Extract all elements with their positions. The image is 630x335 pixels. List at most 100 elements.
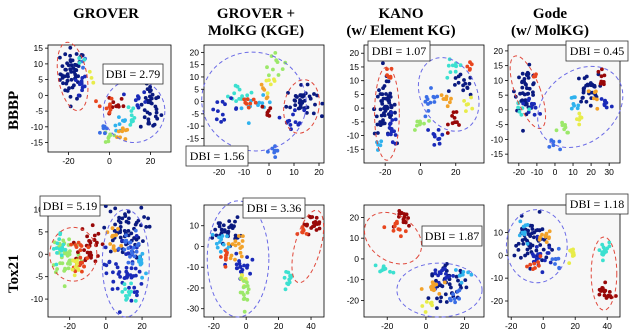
y-tick-label: 15 <box>34 43 44 53</box>
data-point <box>110 226 115 231</box>
x-tick-label: 30 <box>604 167 614 177</box>
data-point <box>444 300 449 304</box>
data-point <box>598 81 603 86</box>
data-point <box>577 76 581 81</box>
y-tick-label: -15 <box>347 144 360 154</box>
data-point <box>375 94 380 99</box>
data-point <box>145 110 150 115</box>
data-point <box>215 100 220 104</box>
data-point <box>443 292 448 297</box>
data-point <box>311 111 316 116</box>
data-point <box>140 251 145 256</box>
data-point <box>113 222 117 227</box>
data-point <box>384 79 389 84</box>
data-point <box>120 216 125 221</box>
data-point <box>142 90 147 95</box>
data-point <box>537 237 542 242</box>
data-point <box>517 109 522 114</box>
data-point <box>260 104 265 109</box>
data-point <box>239 273 244 277</box>
data-point <box>117 122 122 126</box>
data-point <box>150 92 155 97</box>
data-point <box>134 234 139 238</box>
data-point <box>311 224 315 229</box>
x-tick-label: 20 <box>451 167 461 177</box>
data-point <box>59 253 64 258</box>
y-tick-label: -15 <box>31 138 44 148</box>
data-point <box>216 221 221 226</box>
data-point <box>68 249 72 254</box>
data-point <box>526 110 531 114</box>
y-tick-label: 15 <box>190 60 200 70</box>
data-point <box>72 273 77 278</box>
data-point <box>541 247 546 252</box>
x-tick-label: 20 <box>146 156 156 166</box>
data-point <box>284 104 289 109</box>
data-point <box>533 266 537 270</box>
y-tick-label: -10 <box>187 121 200 131</box>
data-point <box>464 102 469 107</box>
data-point <box>449 96 453 101</box>
data-point <box>111 100 116 105</box>
data-point <box>586 89 591 94</box>
data-point <box>554 128 559 133</box>
data-point <box>520 230 525 235</box>
data-point <box>128 123 133 127</box>
data-point <box>532 230 537 235</box>
x-tick-label: 0 <box>267 167 272 177</box>
data-point <box>609 104 614 109</box>
data-point <box>452 297 457 301</box>
data-point <box>107 110 112 115</box>
data-point <box>514 243 518 248</box>
data-point <box>413 128 417 132</box>
data-point <box>222 228 227 233</box>
data-point <box>312 92 316 96</box>
data-point <box>272 77 276 82</box>
data-point <box>219 120 224 124</box>
data-point <box>448 100 452 105</box>
data-point <box>576 103 581 108</box>
data-point <box>265 91 270 96</box>
data-point <box>301 227 305 232</box>
y-tick-label: -20 <box>347 295 360 305</box>
data-point <box>556 246 561 251</box>
data-point <box>223 264 228 269</box>
data-point <box>426 296 431 300</box>
data-point <box>249 90 254 95</box>
data-point <box>227 219 232 224</box>
data-point <box>149 88 153 93</box>
column-title-1-line1: GROVER <box>73 6 139 22</box>
data-point <box>75 96 79 101</box>
data-point <box>132 290 137 294</box>
data-point <box>94 99 98 104</box>
data-point <box>63 88 68 93</box>
data-point <box>149 101 154 106</box>
data-point <box>388 95 393 99</box>
y-tick-label: -20 <box>187 283 200 293</box>
data-point <box>592 90 597 95</box>
data-point <box>588 103 593 108</box>
data-point <box>126 216 131 221</box>
data-point <box>469 272 474 277</box>
data-point <box>525 241 530 246</box>
data-point <box>435 296 439 301</box>
y-tick-label: 0 <box>354 103 359 113</box>
data-point <box>542 237 547 242</box>
data-point <box>553 262 557 266</box>
data-point <box>600 286 605 291</box>
data-point <box>218 249 223 254</box>
y-tick-label: -10 <box>187 262 200 272</box>
data-point <box>418 119 422 124</box>
data-point <box>276 73 281 77</box>
data-point <box>123 137 128 141</box>
data-point <box>282 275 287 280</box>
data-point <box>129 109 134 113</box>
data-point <box>550 248 554 252</box>
data-point <box>397 227 402 232</box>
data-point <box>90 223 95 228</box>
scatter-panel: -20 -10 0 10 20 30 20 15 10 5 0 -5 -10 -15 DBI = 0.45 <box>491 40 629 177</box>
data-point <box>259 82 264 87</box>
data-point <box>242 263 247 268</box>
plot-area <box>363 204 485 318</box>
